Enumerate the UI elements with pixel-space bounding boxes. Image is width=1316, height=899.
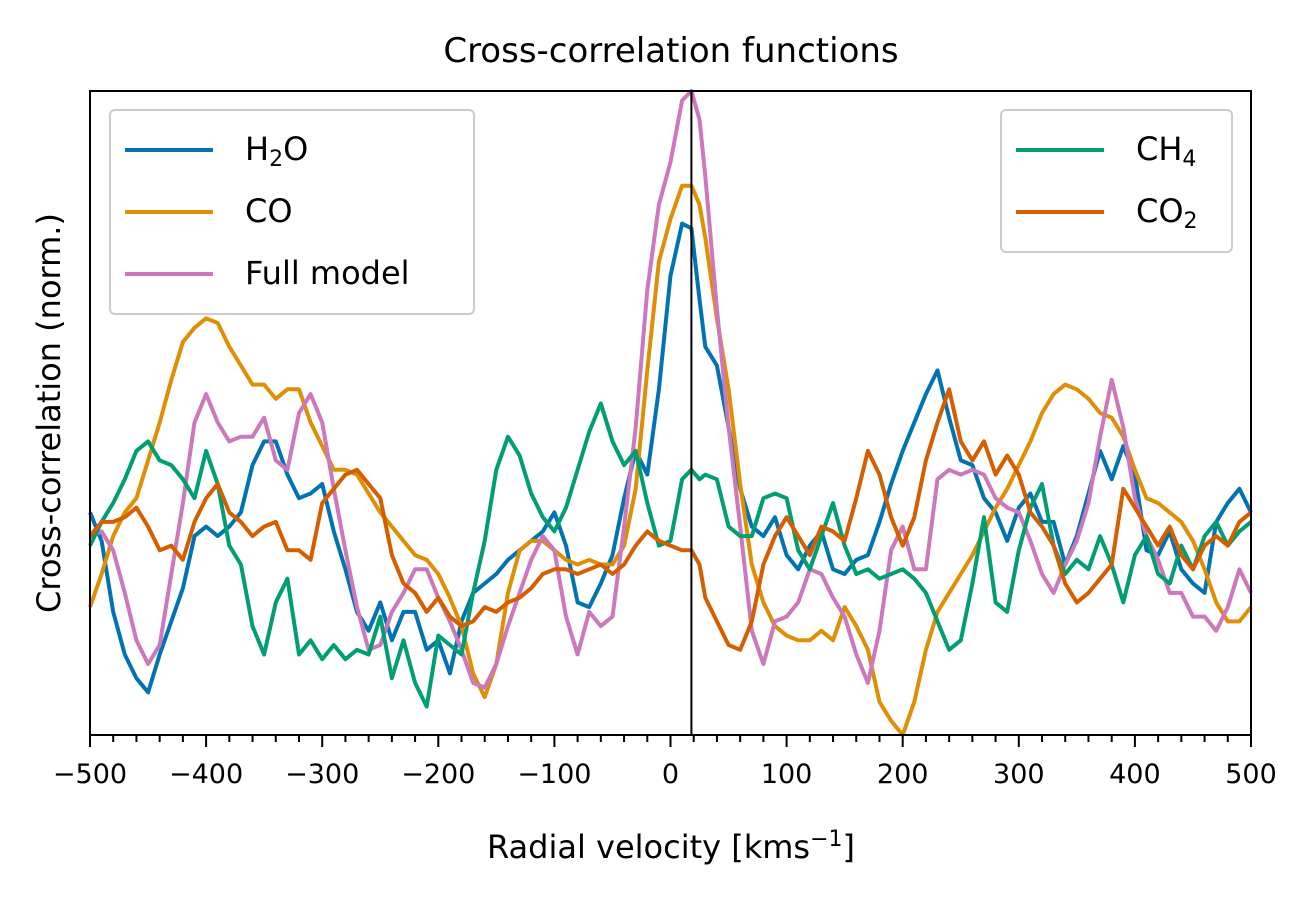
x-tick-label: 300 <box>993 759 1045 790</box>
series-line-ch4 <box>88 401 1253 709</box>
series-layer <box>88 89 1253 737</box>
x-tick-label: −400 <box>169 759 243 790</box>
x-axis-ticks: −500 −400 −300 −200 −100 0 100 200 300 400 500 <box>53 735 1277 790</box>
series-line-co2 <box>88 387 1253 652</box>
series-line-full-model <box>89 89 1253 690</box>
x-tick-label: −500 <box>53 759 127 790</box>
legend-swatch-co2 <box>1016 210 1104 214</box>
legend-right: CH4 CO2 <box>1000 109 1233 253</box>
y-axis-label: Cross-correlation (norm.) <box>30 213 68 613</box>
x-axis-label: Radial velocity [kms−1] <box>487 827 855 867</box>
legend-label-co: CO <box>245 192 293 230</box>
series-line-co <box>88 183 1253 737</box>
legend-label-ch4: CH4 <box>1136 130 1197 172</box>
legend-left: H2O CO Full model <box>109 109 475 315</box>
x-tick-label: 100 <box>761 759 813 790</box>
legend-swatch-h2o <box>125 148 213 152</box>
x-tick-label: 400 <box>1109 759 1161 790</box>
legend-label-full-model: Full model <box>245 254 410 292</box>
legend-label-co2: CO2 <box>1136 192 1198 234</box>
x-tick-label: −100 <box>517 759 591 790</box>
legend-swatch-co <box>125 210 213 214</box>
x-tick-label: 500 <box>1225 759 1277 790</box>
legend-label-h2o: H2O <box>245 130 309 172</box>
chart-title: Cross-correlation functions <box>443 31 898 71</box>
x-tick-label: 200 <box>877 759 929 790</box>
legend-swatch-ch4 <box>1016 148 1104 152</box>
x-tick-label: −200 <box>401 759 475 790</box>
x-tick-label: −300 <box>285 759 359 790</box>
x-tick-label: 0 <box>662 759 679 790</box>
legend-swatch-full-model <box>125 272 213 276</box>
